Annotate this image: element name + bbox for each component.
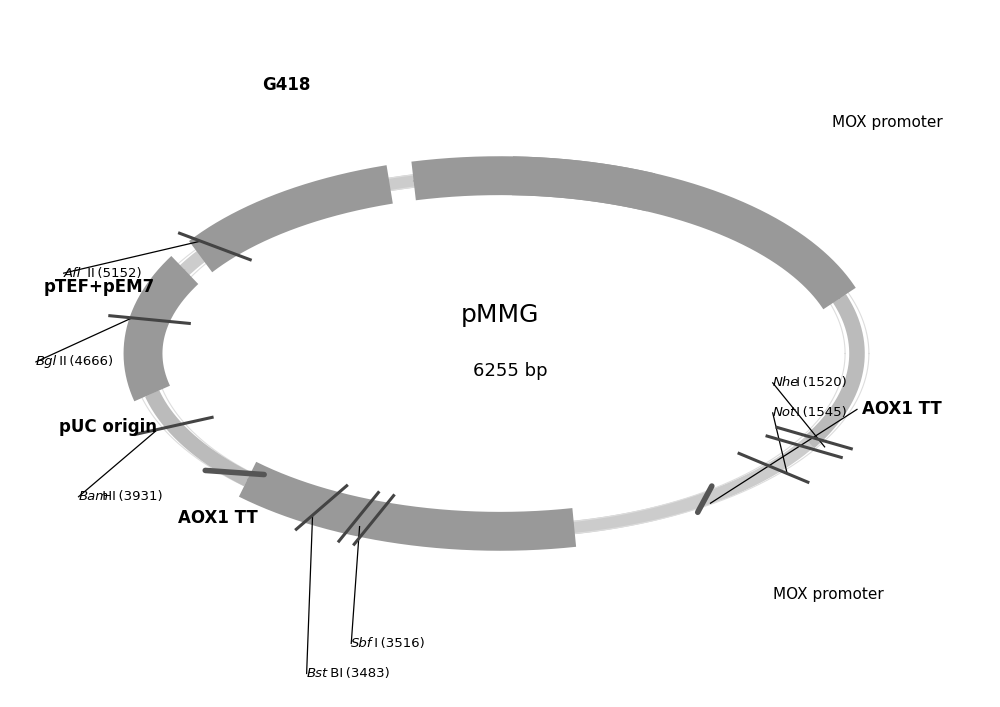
Text: I (3516): I (3516)	[370, 637, 425, 650]
Text: Nhe: Nhe	[773, 376, 799, 390]
Text: I (1545): I (1545)	[792, 407, 847, 419]
Text: Bst: Bst	[307, 667, 328, 680]
Text: pUC origin: pUC origin	[59, 418, 157, 436]
Text: pTEF+pEM7: pTEF+pEM7	[44, 278, 155, 296]
Text: Bam: Bam	[79, 490, 109, 503]
Text: HI (3931): HI (3931)	[98, 490, 162, 503]
Text: 6255 bp: 6255 bp	[473, 362, 547, 380]
Text: Not: Not	[773, 407, 796, 419]
Text: G418: G418	[262, 76, 310, 93]
Text: MOX promoter: MOX promoter	[832, 115, 943, 130]
Text: AOX1 TT: AOX1 TT	[862, 400, 942, 419]
Text: Sbf: Sbf	[351, 637, 373, 650]
Text: I (1520): I (1520)	[792, 376, 847, 390]
Text: II (5152): II (5152)	[83, 267, 142, 280]
Text: Bgl: Bgl	[36, 356, 57, 368]
Text: BI (3483): BI (3483)	[326, 667, 390, 680]
Text: II (4666): II (4666)	[55, 356, 113, 368]
Text: AOX1 TT: AOX1 TT	[178, 509, 257, 527]
Text: MOX promoter: MOX promoter	[773, 587, 883, 602]
Text: pMMG: pMMG	[461, 303, 539, 327]
Text: Afl: Afl	[64, 267, 81, 280]
